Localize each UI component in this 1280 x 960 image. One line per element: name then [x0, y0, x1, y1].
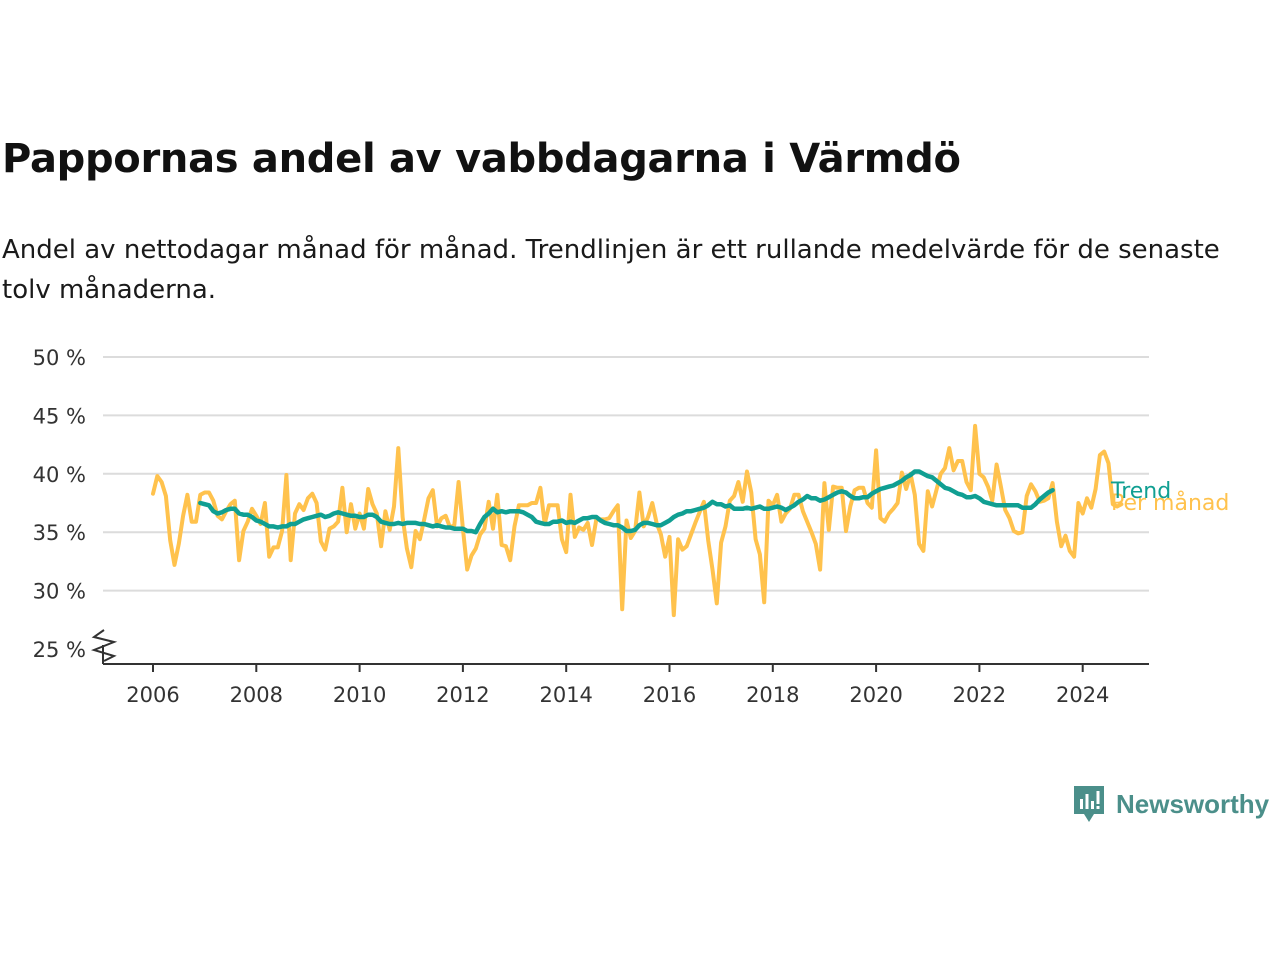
- x-tick-label: 2016: [643, 683, 696, 707]
- x-tick-label: 2012: [436, 683, 489, 707]
- x-axis-ticks: 2006 2008 2010 2012 2014 2016 2018 2020 2022 2024: [126, 664, 1109, 707]
- y-tick-label: 45 %: [33, 404, 86, 428]
- series-line-trend: [198, 469, 1055, 535]
- x-tick-label: 2010: [333, 683, 386, 707]
- axis-break-icon: [90, 629, 118, 662]
- series-label-per-m-nad: Per månad: [1111, 490, 1229, 516]
- series-label-trend: Trend: [1110, 479, 1171, 504]
- chart-title: Pappornas andel av vabbdagarna i Värmdö: [2, 136, 961, 182]
- y-axis-ticks: 25 % 30 % 35 % 40 % 45 % 50 %: [33, 346, 86, 662]
- x-tick-label: 2006: [126, 683, 179, 707]
- y-tick-label: 35 %: [33, 521, 86, 545]
- x-tick-label: 2014: [539, 683, 592, 707]
- x-tick-label: 2008: [230, 683, 283, 707]
- x-tick-label: 2022: [953, 683, 1006, 707]
- x-tick-label: 2024: [1056, 683, 1109, 707]
- grid-lines: [103, 356, 1149, 592]
- newsworthy-logo-icon: [1074, 786, 1104, 822]
- y-tick-label: 30 %: [33, 580, 86, 604]
- y-tick-label: 40 %: [33, 463, 86, 487]
- x-tick-label: 2018: [746, 683, 799, 707]
- series-lines: [151, 423, 1124, 618]
- y-tick-label: 50 %: [33, 346, 86, 370]
- newsworthy-logo: Newsworthy: [1072, 784, 1269, 824]
- axes: [90, 629, 1149, 665]
- x-tick-label: 2020: [849, 683, 902, 707]
- y-tick-label: 25 %: [33, 638, 86, 662]
- chart-subtitle: Andel av nettodagar månad för månad. Tre…: [2, 235, 1220, 305]
- series-line-per-m-nad: [151, 423, 1124, 618]
- brand-name: Newsworthy: [1116, 788, 1270, 819]
